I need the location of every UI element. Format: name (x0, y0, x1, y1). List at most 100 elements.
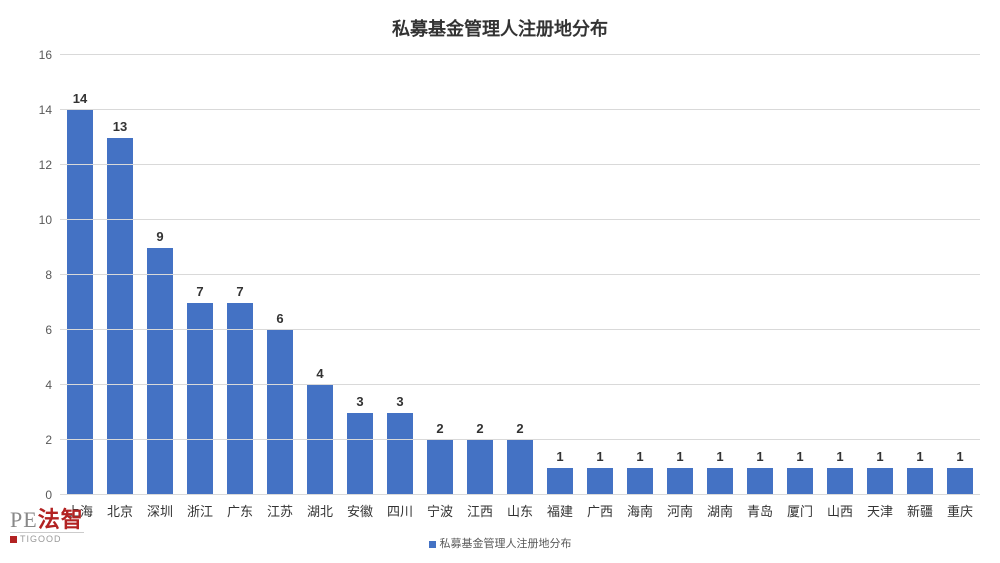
x-axis-label: 北京 (107, 501, 133, 520)
x-axis-label: 福建 (547, 501, 573, 520)
bar: 3 (387, 413, 413, 496)
bar-value-label: 3 (356, 394, 363, 409)
bar: 2 (507, 440, 533, 495)
bar: 1 (747, 468, 773, 496)
bar: 1 (627, 468, 653, 496)
bar-slot: 14上海 (60, 55, 100, 495)
y-tick-label: 0 (45, 488, 52, 502)
gridline (60, 219, 980, 220)
x-axis-label: 海南 (627, 501, 653, 520)
bar-value-label: 13 (113, 119, 127, 134)
x-axis-label: 厦门 (787, 501, 813, 520)
gridline (60, 54, 980, 55)
bar: 1 (707, 468, 733, 496)
chart-title: 私募基金管理人注册地分布 (0, 15, 1000, 41)
bar-value-label: 1 (556, 449, 563, 464)
watermark-line1: PE法智 (10, 508, 84, 532)
bar-value-label: 7 (196, 284, 203, 299)
gridline (60, 109, 980, 110)
bar-value-label: 6 (276, 311, 283, 326)
gridline (60, 494, 980, 495)
gridline (60, 439, 980, 440)
y-tick-label: 14 (39, 103, 52, 117)
bar-slot: 2宁波 (420, 55, 460, 495)
bar-value-label: 1 (796, 449, 803, 464)
x-axis-label: 河南 (667, 501, 693, 520)
x-axis-label: 深圳 (147, 501, 173, 520)
bar-value-label: 1 (916, 449, 923, 464)
bar: 3 (347, 413, 373, 496)
x-axis-label: 山西 (827, 501, 853, 520)
bar-value-label: 1 (756, 449, 763, 464)
bar: 1 (947, 468, 973, 496)
watermark-sub: TIGOOD (20, 534, 62, 544)
x-axis-label: 江西 (467, 501, 493, 520)
bar-slot: 1重庆 (940, 55, 980, 495)
bar: 1 (587, 468, 613, 496)
bar-slot: 1河南 (660, 55, 700, 495)
x-axis-label: 浙江 (187, 501, 213, 520)
bar-slot: 1广西 (580, 55, 620, 495)
bar-slot: 2山东 (500, 55, 540, 495)
bar-slot: 3安徽 (340, 55, 380, 495)
bars-group: 14上海13北京9深圳7浙江7广东6江苏4湖北3安徽3四川2宁波2江西2山东1福… (60, 55, 980, 495)
bar-value-label: 1 (836, 449, 843, 464)
bar: 1 (867, 468, 893, 496)
bar: 1 (827, 468, 853, 496)
x-axis-label: 重庆 (947, 501, 973, 520)
bar-slot: 2江西 (460, 55, 500, 495)
bar-value-label: 4 (316, 366, 323, 381)
x-axis-label: 广西 (587, 501, 613, 520)
x-axis-label: 宁波 (427, 501, 453, 520)
bar-value-label: 1 (716, 449, 723, 464)
bar-slot: 6江苏 (260, 55, 300, 495)
bar: 4 (307, 385, 333, 495)
gridline (60, 164, 980, 165)
watermark-pe: PE (10, 507, 38, 532)
bar-value-label: 2 (516, 421, 523, 436)
bar-value-label: 1 (876, 449, 883, 464)
y-tick-label: 12 (39, 158, 52, 172)
x-axis-label: 江苏 (267, 501, 293, 520)
bar-slot: 1福建 (540, 55, 580, 495)
gridline (60, 384, 980, 385)
bar-value-label: 1 (676, 449, 683, 464)
x-axis-label: 天津 (867, 501, 893, 520)
x-axis-label: 安徽 (347, 501, 373, 520)
bar-slot: 1厦门 (780, 55, 820, 495)
x-axis-label: 青岛 (747, 501, 773, 520)
watermark: PE法智 TIGOOD (10, 508, 84, 545)
bar-value-label: 7 (236, 284, 243, 299)
bar: 1 (787, 468, 813, 496)
bar-value-label: 9 (156, 229, 163, 244)
plot-area: 14上海13北京9深圳7浙江7广东6江苏4湖北3安徽3四川2宁波2江西2山东1福… (60, 55, 980, 495)
bar-value-label: 1 (956, 449, 963, 464)
bar: 1 (547, 468, 573, 496)
bar-value-label: 3 (396, 394, 403, 409)
bar: 1 (907, 468, 933, 496)
y-tick-label: 2 (45, 433, 52, 447)
x-axis-label: 湖北 (307, 501, 333, 520)
x-axis-label: 广东 (227, 501, 253, 520)
bar-slot: 3四川 (380, 55, 420, 495)
bar: 6 (267, 330, 293, 495)
watermark-fa: 法智 (38, 507, 84, 532)
bar-slot: 1新疆 (900, 55, 940, 495)
bar: 9 (147, 248, 173, 496)
y-tick-label: 8 (45, 268, 52, 282)
x-axis-label: 新疆 (907, 501, 933, 520)
x-axis-label: 四川 (387, 501, 413, 520)
bar: 13 (107, 138, 133, 496)
bar-value-label: 1 (636, 449, 643, 464)
bar: 1 (667, 468, 693, 496)
bar-slot: 1天津 (860, 55, 900, 495)
bar: 14 (67, 110, 93, 495)
bar: 7 (187, 303, 213, 496)
bar: 2 (467, 440, 493, 495)
y-tick-label: 6 (45, 323, 52, 337)
bar-slot: 4湖北 (300, 55, 340, 495)
bar-slot: 13北京 (100, 55, 140, 495)
bar-value-label: 2 (436, 421, 443, 436)
bar-slot: 1海南 (620, 55, 660, 495)
chart-container: 私募基金管理人注册地分布 14上海13北京9深圳7浙江7广东6江苏4湖北3安徽3… (0, 0, 1000, 563)
